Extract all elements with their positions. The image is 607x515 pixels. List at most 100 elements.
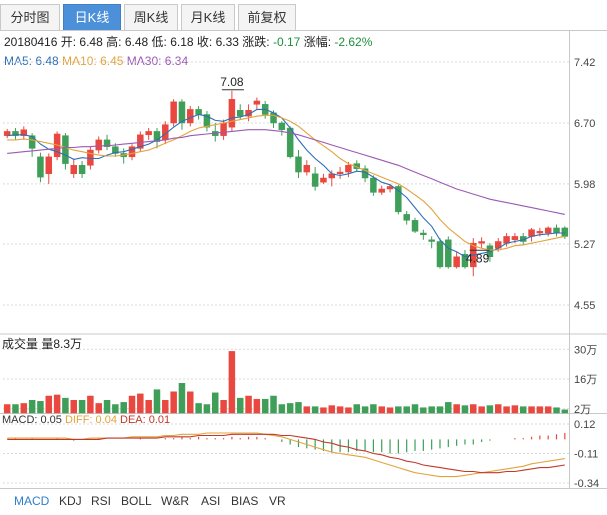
candle-body[interactable]: [78, 165, 86, 175]
tab-forward-adjusted[interactable]: 前复权: [238, 4, 296, 30]
candle-body[interactable]: [112, 146, 119, 154]
volume-bar[interactable]: [95, 403, 102, 414]
volume-bar[interactable]: [3, 404, 11, 414]
volume-bar[interactable]: [511, 405, 519, 414]
candle-body[interactable]: [536, 231, 544, 234]
candle-body[interactable]: [336, 171, 344, 175]
volume-bar[interactable]: [53, 394, 61, 414]
volume-bar[interactable]: [170, 391, 177, 414]
volume-bar[interactable]: [112, 404, 119, 414]
candle-body[interactable]: [3, 131, 11, 136]
candle-body[interactable]: [145, 131, 152, 136]
volume-bar[interactable]: [87, 395, 94, 414]
volume-bar[interactable]: [178, 383, 186, 414]
volume-bar[interactable]: [420, 407, 427, 414]
candle-body[interactable]: [195, 109, 202, 115]
candle-body[interactable]: [153, 131, 161, 142]
candle-body[interactable]: [445, 239, 452, 268]
volume-bar[interactable]: [70, 400, 77, 414]
volume-bar[interactable]: [162, 400, 169, 414]
volume-bar[interactable]: [519, 406, 527, 414]
candle-body[interactable]: [503, 236, 510, 244]
volume-bar[interactable]: [212, 392, 219, 414]
tab-daily-kline[interactable]: 日K线: [63, 4, 121, 30]
volume-bar[interactable]: [270, 395, 277, 414]
volume-bar[interactable]: [328, 405, 336, 414]
candle-body[interactable]: [553, 227, 560, 234]
volume-bar[interactable]: [253, 398, 261, 414]
volume-bar[interactable]: [428, 406, 435, 414]
tab-monthly-kline[interactable]: 月K线: [181, 4, 235, 30]
tab-weekly-kline[interactable]: 周K线: [124, 4, 178, 30]
candle-body[interactable]: [170, 101, 177, 124]
indicator-tab-vr[interactable]: VR: [269, 494, 286, 508]
candle-body[interactable]: [561, 227, 569, 237]
candle-body[interactable]: [436, 241, 444, 268]
candle-body[interactable]: [220, 122, 227, 136]
volume-bar[interactable]: [311, 406, 319, 414]
volume-bar[interactable]: [486, 405, 494, 414]
volume-bar[interactable]: [20, 403, 28, 414]
candle-body[interactable]: [228, 99, 236, 128]
candle-body[interactable]: [420, 232, 427, 235]
candle-body[interactable]: [411, 220, 419, 232]
volume-bar[interactable]: [137, 393, 144, 414]
indicator-tab-kdj[interactable]: KDJ: [59, 494, 82, 508]
volume-bar[interactable]: [153, 389, 161, 414]
candle-body[interactable]: [395, 186, 402, 213]
candle-body[interactable]: [345, 165, 352, 173]
volume-bar[interactable]: [336, 406, 344, 414]
tab-intraday[interactable]: 分时图: [0, 4, 60, 30]
candle-body[interactable]: [428, 239, 435, 242]
volume-bar[interactable]: [345, 407, 352, 414]
indicator-tab-boll[interactable]: BOLL: [121, 494, 152, 508]
volume-bar[interactable]: [544, 406, 552, 414]
volume-bar[interactable]: [37, 401, 44, 414]
volume-bar[interactable]: [145, 400, 152, 414]
candle-body[interactable]: [95, 139, 102, 151]
candle-body[interactable]: [544, 227, 552, 234]
volume-bar[interactable]: [470, 404, 477, 414]
volume-bar[interactable]: [45, 395, 53, 414]
candle-body[interactable]: [295, 156, 302, 173]
volume-bar[interactable]: [461, 405, 469, 414]
volume-bar[interactable]: [403, 406, 410, 414]
candle-body[interactable]: [203, 114, 211, 128]
volume-bar[interactable]: [62, 397, 69, 414]
volume-bar[interactable]: [278, 404, 286, 414]
candle-body[interactable]: [103, 139, 111, 147]
candle-body[interactable]: [37, 156, 44, 178]
candle-body[interactable]: [70, 165, 77, 175]
candle-body[interactable]: [403, 214, 410, 221]
volume-bar[interactable]: [361, 406, 369, 414]
volume-bar[interactable]: [411, 404, 419, 414]
candle-body[interactable]: [370, 177, 377, 193]
candle-body[interactable]: [253, 100, 261, 105]
candle-body[interactable]: [461, 253, 469, 268]
candle-body[interactable]: [511, 236, 519, 241]
candle-body[interactable]: [453, 256, 460, 268]
volume-bar[interactable]: [478, 406, 485, 414]
volume-bar[interactable]: [128, 395, 136, 414]
volume-bar[interactable]: [303, 406, 311, 414]
volume-bar[interactable]: [453, 404, 460, 414]
indicator-tab-asi[interactable]: ASI: [201, 494, 221, 508]
indicator-tab-wr[interactable]: W&R: [161, 494, 189, 508]
volume-bar[interactable]: [12, 404, 19, 414]
candle-body[interactable]: [12, 131, 19, 136]
candle-body[interactable]: [128, 146, 136, 158]
volume-bar[interactable]: [495, 404, 502, 414]
candle-body[interactable]: [87, 149, 94, 166]
volume-bar[interactable]: [203, 404, 211, 414]
candle-body[interactable]: [386, 186, 394, 190]
candle-body[interactable]: [378, 188, 385, 193]
volume-bar[interactable]: [320, 407, 327, 414]
volume-bar[interactable]: [536, 406, 544, 414]
candle-body[interactable]: [303, 165, 311, 173]
indicator-tab-bias[interactable]: BIAS: [231, 494, 259, 508]
candle-body[interactable]: [45, 156, 53, 175]
candle-body[interactable]: [28, 135, 36, 149]
volume-bar[interactable]: [378, 406, 385, 414]
volume-bar[interactable]: [120, 402, 127, 414]
volume-bar[interactable]: [187, 391, 194, 414]
